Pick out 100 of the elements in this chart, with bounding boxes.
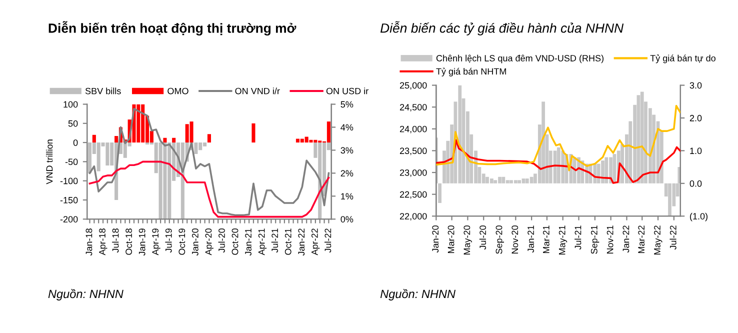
x-tick-label: Mar-22 [638,226,645,253]
x-tick-label: Jul-21 [271,228,278,253]
bar [194,142,198,154]
chart-title: Diễn biến các tỷ giá điều hành của NHNN [380,21,624,36]
x-tick-label: Jul-22 [324,228,332,253]
bar [88,142,92,174]
bar [596,164,600,184]
x-tick-label: Apr-20 [205,228,214,256]
legend-label: ON USD ir [326,88,368,94]
line-series [88,108,330,216]
y-tick-label: 50 [68,120,78,127]
x-tick-label: Sep-20 [496,225,504,254]
y2-tick-label: 3% [340,147,354,154]
y2-tick-label: (1.0) [690,212,708,222]
y-tick-label: -150 [60,196,78,204]
bar [163,142,167,220]
y2-tick-label: 3.0 [690,82,702,89]
bar [114,136,118,143]
y2-tick-label: 2% [340,170,354,176]
bar [92,134,96,143]
bar [326,121,330,143]
y2-tick-label: 0.0 [690,180,702,187]
y-tick-label: -200 [60,216,78,222]
line-series [436,104,680,172]
x-tick-label: Jul-20 [218,228,225,253]
x-tick-label: Jul-18 [112,228,119,253]
line-series [436,139,680,184]
x-tick-label: Jul-21 [574,226,582,250]
y2-tick-label: 4% [340,124,354,131]
bar [556,147,560,184]
y-tick-label: 24,000 [400,126,427,134]
bar [252,123,256,143]
x-tick-label: May-22 [654,226,662,255]
y2-tick-label: 5% [340,101,354,108]
y-tick-label: 22,500 [400,191,427,199]
bar [502,176,506,184]
x-tick-label: Nov-21 [606,226,614,254]
x-tick-label: Sep-21 [590,226,600,254]
x-tick-label: Oct-21 [284,228,292,255]
bar [518,180,522,184]
x-tick-label: Oct-19 [178,228,186,255]
bar [514,180,518,184]
bar [190,121,194,143]
y-tick-label: -100 [60,178,78,184]
bar [640,92,644,184]
legend-label: ON VND i/r [235,88,280,94]
bar [604,157,608,184]
bar [172,138,176,143]
chart-title: Diễn biến trên hoạt động thị trường mở [48,21,296,36]
bar [158,142,162,220]
bar [522,178,526,184]
x-tick-label: Nov-20 [512,225,518,254]
y-tick-label: 25,000 [400,82,427,90]
x-tick-label: May-20 [464,225,472,255]
x-tick-label: Oct-18 [126,228,132,255]
x-tick-label: Jul-19 [165,228,172,253]
legend-label: OMO [168,88,188,94]
x-tick-label: Jan-21 [528,226,534,253]
bar [530,176,534,184]
x-tick-label: Jan-22 [622,226,630,253]
legend-label: Tỷ giá bán NHTM [436,68,506,76]
y2-tick-label: 0% [340,216,354,222]
bar [309,140,313,143]
y-tick-label: 22,000 [400,213,427,221]
legend-label: Chênh lệch LS qua đêm VND-USD (RHS) [436,54,604,64]
bar [506,180,510,184]
x-tick-label: Apr-19 [152,228,160,256]
x-tick-label: Apr-22 [311,228,320,256]
x-tick-label: Jan-21 [245,228,252,256]
x-tick-label: Jan-20 [192,228,198,256]
x-tick-label: Oct-20 [232,228,238,255]
x-tick-label: Jan-20 [432,225,439,253]
x-tick-label: Apr-21 [258,228,267,256]
y-tick-label: 24,500 [400,104,427,112]
y-axis-title: VND trillion [46,140,53,184]
text: Nguồn: NHNN [380,288,456,300]
y-tick-label: 23,000 [400,169,427,177]
y-tick-label: -50 [65,158,78,166]
x-tick-label: May-21 [558,226,568,255]
x-tick-label: Jan-22 [298,228,305,256]
y-tick-label: 0 [73,139,78,146]
bar [601,160,604,184]
bar [207,134,211,143]
x-tick-label: Jan-19 [138,228,146,256]
bar [494,180,498,184]
bar [490,178,494,184]
y2-tick-label: 2.0 [690,114,702,122]
x-tick-label: Jul-20 [479,225,486,250]
bar [163,138,167,143]
bar [438,183,442,204]
y-tick-label: 23,500 [400,148,427,156]
legend-label: SBV bills [85,88,121,94]
x-tick-label: Mar-21 [542,226,550,253]
x-tick-label: Jul-22 [670,226,676,250]
bar [668,183,672,216]
y-tick-label: 100 [64,101,78,108]
bar [542,102,545,184]
bar [458,85,462,184]
text: Nguồn: NHNN [48,288,124,300]
y2-tick-label: 1% [341,193,354,200]
